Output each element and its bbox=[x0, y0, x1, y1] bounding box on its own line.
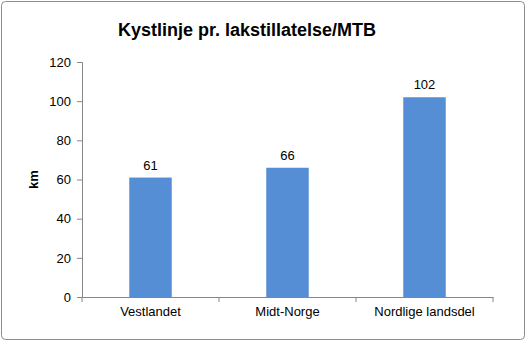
axis-line bbox=[83, 297, 494, 298]
tick-mark bbox=[77, 258, 82, 259]
bar bbox=[403, 97, 445, 297]
tick: 0 bbox=[64, 290, 82, 305]
tick: Nordlige landsdel bbox=[374, 304, 475, 319]
tick: 20 bbox=[57, 250, 82, 265]
tick-mark bbox=[77, 101, 82, 102]
tick: 60 bbox=[57, 172, 82, 187]
tick: Midt-Norge bbox=[255, 304, 319, 319]
data-labels: 61 66 102 bbox=[143, 77, 435, 172]
tick-mark bbox=[77, 62, 82, 63]
axis-line bbox=[77, 63, 83, 298]
y-axis: 0 20 40 60 80 100 120 bbox=[49, 55, 82, 305]
bar bbox=[129, 178, 171, 297]
x-axis: Vestlandet Midt-Norge Nordlige landsdel bbox=[82, 297, 494, 319]
tick-label: 0 bbox=[64, 290, 71, 305]
tick-mark bbox=[82, 297, 83, 302]
tick-label: 40 bbox=[57, 211, 71, 226]
tick-mark bbox=[77, 140, 82, 141]
tick-mark bbox=[77, 180, 82, 181]
tick-mark bbox=[77, 297, 82, 298]
bar bbox=[266, 168, 308, 297]
tick-label: Nordlige landsdel bbox=[374, 304, 475, 319]
tick: 120 bbox=[49, 55, 82, 70]
axis-title: km bbox=[26, 170, 41, 189]
tick: Vestlandet bbox=[120, 304, 181, 319]
chart-title: Kystlinje pr. lakstillatelse/MTB bbox=[118, 20, 376, 40]
tick-mark bbox=[356, 297, 357, 302]
tick-label: 80 bbox=[57, 133, 71, 148]
chart-border bbox=[2, 2, 525, 340]
tick-label: 100 bbox=[49, 94, 71, 109]
tick-label: Midt-Norge bbox=[255, 304, 319, 319]
data-label: 102 bbox=[414, 77, 436, 92]
tick-mark bbox=[493, 297, 494, 302]
tick-label: Vestlandet bbox=[120, 304, 181, 319]
data-label: 61 bbox=[143, 158, 157, 173]
tick: 40 bbox=[57, 211, 82, 226]
tick-label: 60 bbox=[57, 172, 71, 187]
tick-marks bbox=[82, 297, 493, 302]
chart: 0 20 40 60 80 100 120 Vestlandet Midt-Norge Nordl… bbox=[0, 0, 526, 341]
bars bbox=[129, 97, 445, 297]
tick-mark bbox=[219, 297, 220, 302]
tick-label: 120 bbox=[49, 55, 71, 70]
data-label: 66 bbox=[280, 148, 294, 163]
tick-label: 20 bbox=[57, 250, 71, 265]
tick: 80 bbox=[57, 133, 82, 148]
tick: 100 bbox=[49, 94, 82, 109]
tick-mark bbox=[77, 219, 82, 220]
plot-area: 0 20 40 60 80 100 120 Vestlandet Midt-Norge Nordl… bbox=[49, 55, 493, 320]
